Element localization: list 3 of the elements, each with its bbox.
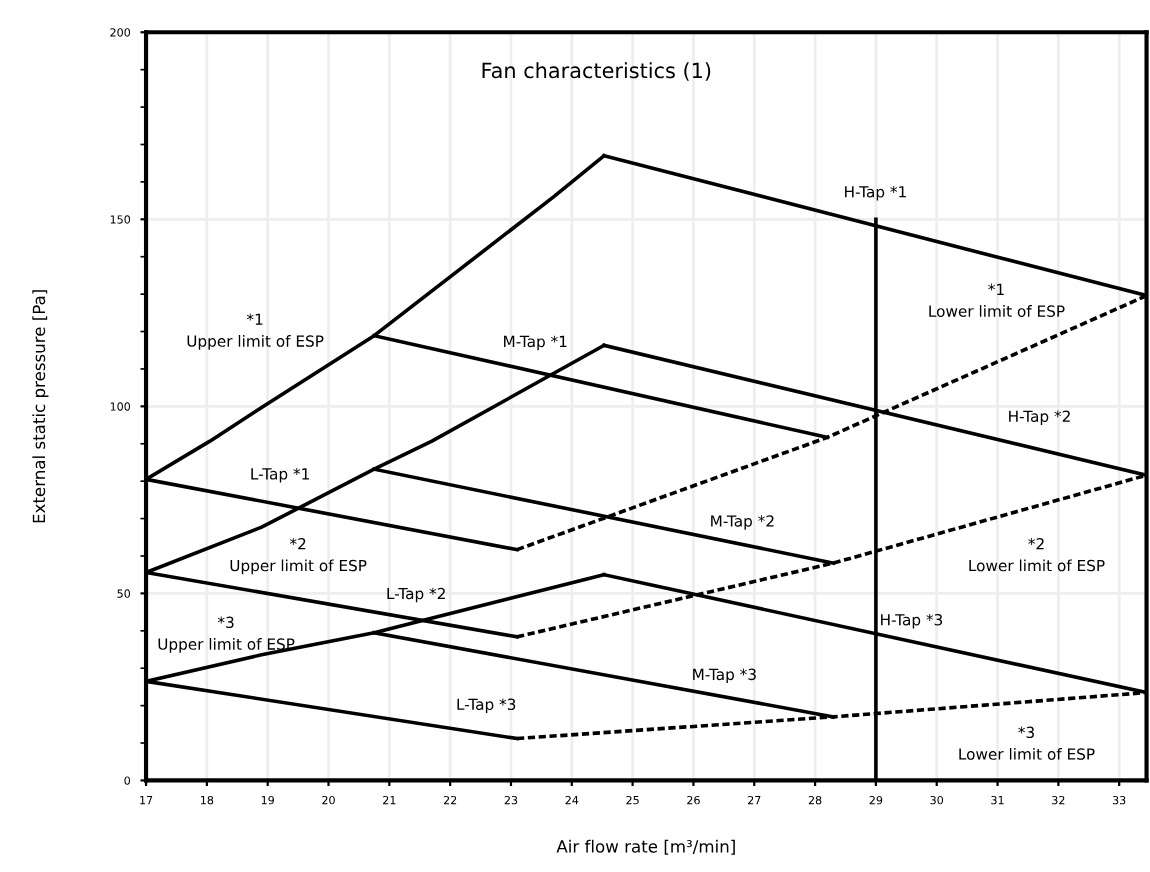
x-axis-title: Air flow rate [m³/min] [556,839,735,855]
text: Fan characteristics (1) [482,62,711,81]
y-axis-title: External static pressure [Pa] [32,290,49,523]
